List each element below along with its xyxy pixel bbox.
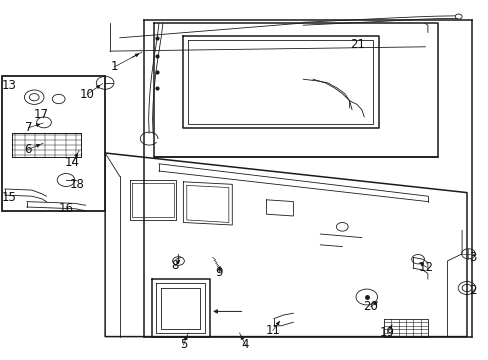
Text: 8: 8: [171, 259, 179, 272]
Text: 19: 19: [379, 327, 394, 339]
Text: 12: 12: [418, 261, 433, 274]
Text: 7: 7: [24, 121, 32, 134]
Text: 21: 21: [350, 39, 365, 51]
Text: 3: 3: [468, 251, 476, 264]
Text: 15: 15: [1, 191, 16, 204]
Text: 20: 20: [363, 300, 377, 313]
Text: 1: 1: [111, 60, 119, 73]
Text: 2: 2: [468, 284, 476, 297]
Text: 18: 18: [70, 178, 84, 191]
Text: 6: 6: [24, 143, 32, 156]
Text: 11: 11: [265, 324, 280, 337]
Bar: [12, 133, 81, 157]
Text: 14: 14: [65, 156, 80, 169]
Text: 4: 4: [241, 338, 249, 351]
Text: 17: 17: [34, 108, 49, 121]
Text: 16: 16: [59, 202, 73, 215]
Bar: [12, 133, 81, 157]
Text: 13: 13: [1, 79, 16, 92]
Text: 9: 9: [215, 266, 223, 279]
Text: 10: 10: [80, 88, 94, 101]
Text: 5: 5: [179, 338, 187, 351]
Bar: [2, 76, 105, 211]
